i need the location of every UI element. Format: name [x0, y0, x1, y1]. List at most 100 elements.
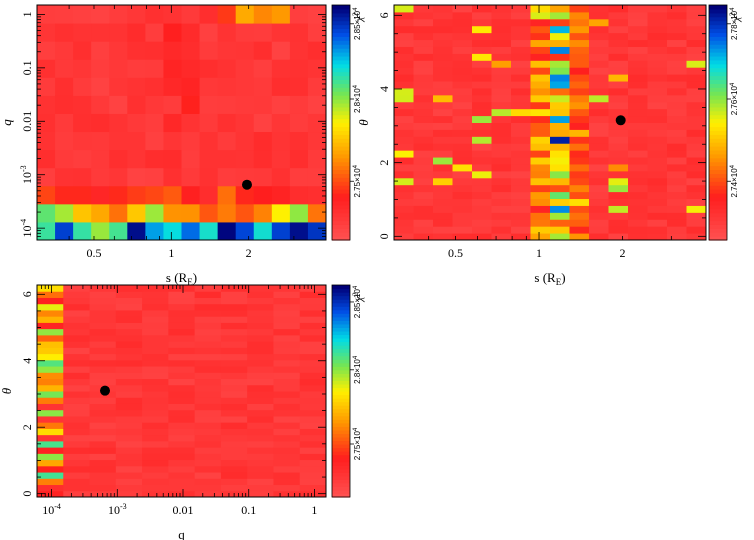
heatmap-cell [37, 5, 56, 24]
heatmap-cell [115, 309, 143, 317]
heatmap-cell [220, 415, 248, 423]
heatmap-cell [608, 81, 629, 89]
heatmap-cell [452, 60, 473, 68]
heatmap-cell [299, 341, 327, 348]
heatmap-cell [163, 59, 182, 78]
heatmap-cell [608, 53, 629, 61]
heatmap-cell [220, 297, 248, 305]
heatmap-cell [37, 149, 56, 169]
heatmap-cell [142, 303, 169, 311]
heatmap-cell [220, 347, 248, 355]
heatmap-cell [145, 113, 164, 133]
heatmap-cell [667, 212, 687, 220]
heatmap-cell [142, 453, 169, 461]
heatmap-cell [163, 95, 182, 114]
heatmap-cell [115, 372, 143, 380]
heatmap-cell [273, 397, 301, 404]
heatmap-cell [127, 95, 146, 114]
heatmap-cell [289, 203, 309, 223]
heatmap-cell [194, 378, 222, 386]
heatmap-cell [37, 113, 56, 133]
heatmap-cell [511, 212, 531, 220]
heatmap-cell [647, 163, 668, 172]
heatmap-cell [530, 74, 551, 82]
heatmap-cell [168, 378, 196, 386]
heatmap-cell [608, 163, 629, 172]
heatmap-cell [247, 459, 274, 467]
heatmap-cell [127, 167, 146, 187]
heatmap-cell [647, 212, 668, 220]
heatmap-cell [220, 322, 248, 330]
heatmap-cell [413, 18, 434, 27]
heatmap-cell [37, 428, 64, 436]
heatmap-cell [194, 403, 222, 411]
heatmap-cell [217, 59, 237, 78]
heatmap-cell [550, 60, 570, 68]
heatmap-cell [63, 353, 91, 361]
heatmap-cell [37, 378, 64, 386]
heatmap-cell [413, 5, 434, 13]
heatmap-cell [247, 285, 274, 292]
heatmap-cell [686, 129, 707, 137]
heatmap-cell [394, 11, 414, 20]
heatmap-cell [63, 291, 91, 298]
heatmap-cell [299, 459, 327, 467]
heatmap-cell [247, 322, 274, 330]
heatmap-cell [115, 415, 143, 423]
heatmap-cell [608, 191, 629, 200]
heatmap-cell [569, 143, 590, 151]
heatmap-cell [37, 384, 64, 392]
heatmap-cell [91, 41, 110, 60]
heatmap-cell [168, 359, 196, 367]
heatmap-cell [142, 316, 169, 323]
heatmap-cell [63, 303, 91, 311]
heatmap-cell [667, 53, 687, 61]
heatmap-cell [63, 322, 91, 330]
heatmap-cell [628, 11, 648, 20]
heatmap-cell [530, 87, 551, 96]
heatmap-cell [163, 5, 182, 24]
heatmap-cell [247, 478, 274, 486]
heatmap-cell [530, 163, 551, 172]
heatmap-cell [168, 403, 196, 411]
heatmap-cell [247, 490, 274, 498]
heatmap-cell [608, 67, 629, 75]
heatmap-cell [194, 459, 222, 467]
y-axis-label: θ [0, 387, 14, 394]
heatmap-cell [63, 378, 91, 386]
heatmap-cell [271, 113, 291, 133]
heatmap-cell [247, 484, 274, 492]
heatmap-cell [589, 150, 609, 158]
heatmap-cell [667, 5, 687, 13]
heatmap-cell [433, 46, 453, 54]
heatmap-cell [530, 233, 551, 241]
heatmap-cell [273, 391, 301, 398]
heatmap-cell [145, 167, 164, 187]
y-tick-label: 10-3 [19, 165, 34, 184]
heatmap-cell [168, 291, 196, 298]
heatmap-cell [89, 415, 117, 423]
heatmap-cell [37, 478, 64, 486]
heatmap-cell [89, 341, 117, 348]
heatmap-cell [472, 129, 492, 137]
heatmap-cell [63, 328, 91, 336]
heatmap-cell [628, 143, 648, 151]
heatmap-cell [247, 334, 274, 342]
heatmap-cell [394, 150, 414, 158]
heatmap-cell [452, 5, 473, 13]
heatmap-cell [628, 5, 648, 13]
heatmap-cell [413, 74, 434, 82]
heatmap-cell [413, 115, 434, 123]
heatmap-cell [55, 221, 74, 241]
heatmap-cell [145, 59, 164, 78]
heatmap-cell [194, 322, 222, 330]
y-tick-label: 2 [377, 160, 391, 166]
heatmap-cell [433, 177, 453, 186]
heatmap-cell [569, 226, 590, 234]
heatmap-cell [55, 113, 74, 133]
heatmap-cell [217, 95, 237, 114]
heatmap-cell [686, 60, 707, 68]
heatmap-cell [253, 167, 273, 187]
heatmap-cell [142, 422, 169, 429]
heatmap-cell [394, 115, 414, 123]
